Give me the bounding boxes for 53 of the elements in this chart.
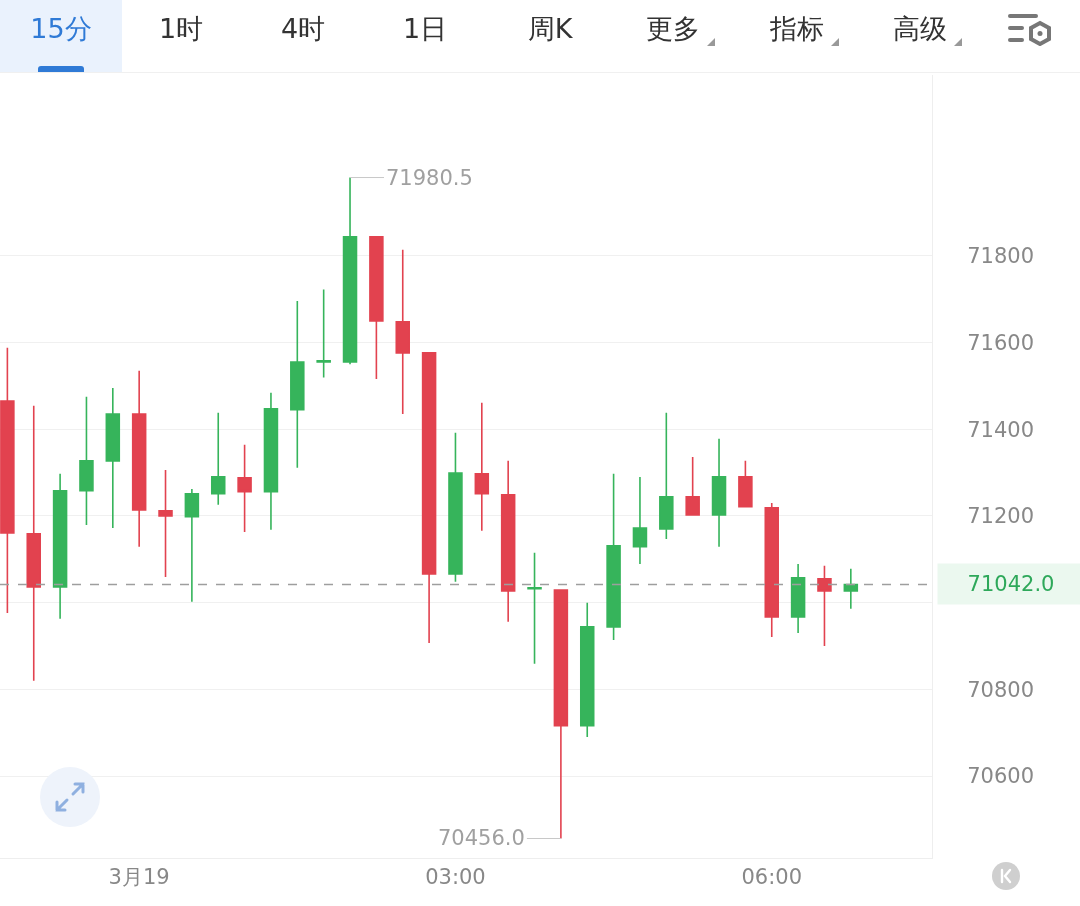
candlestick [342,176,358,365]
candlestick [659,411,674,540]
candlestick [843,568,859,610]
candlestick [711,437,727,548]
text: 4时 [279,12,327,46]
candlestick [474,401,490,532]
candlestick [500,460,516,623]
candlestick [369,235,384,380]
candlestick [448,431,463,583]
candlestick [632,476,648,565]
candlestick [790,563,806,634]
candlestick [184,488,200,603]
candlestick [210,411,226,506]
text: 更多 [645,12,701,46]
candlestick [764,502,779,638]
candlestick [237,444,252,533]
y-tick-label: 71200 [967,504,1035,529]
candlestick [738,460,753,508]
text: 高级 [892,12,948,46]
candlestick [527,551,542,665]
text: 1日 [401,12,449,46]
candlestick [553,589,569,840]
annotation: 71980.5 [386,166,473,190]
x-tick-label: 3月19 [108,865,170,890]
candlestick [817,564,832,647]
text: 1时 [157,12,205,46]
candlestick [606,473,621,641]
candlestick [0,346,15,614]
y-tick-label: 71800 [967,244,1035,269]
x-tick-label: 03:00 [425,865,486,890]
candlestick [290,300,305,469]
candlestick [395,248,410,415]
candlestick [26,405,41,682]
candlestick [263,392,279,531]
text: 周K [526,12,574,46]
candlestick [131,369,147,548]
candlestick [52,473,68,620]
y-tick-label: 71600 [967,330,1035,355]
candlestick [105,387,121,529]
y-tick-label: 70600 [967,764,1035,789]
candlestick [158,469,173,578]
candlestick [421,352,437,644]
y-tick-label: 70800 [967,677,1035,702]
annotation: 70456.0 [438,826,525,850]
text: 15分 [0,0,122,72]
y-tick-label: 71400 [967,417,1035,442]
text: 指标 [769,12,825,46]
candlestick [579,601,595,738]
ref-line-label: 71042.0 [967,572,1055,596]
x-tick-label: 06:00 [741,865,803,890]
candlestick [685,456,700,516]
candlestick [316,288,331,379]
candlestick [79,395,94,526]
